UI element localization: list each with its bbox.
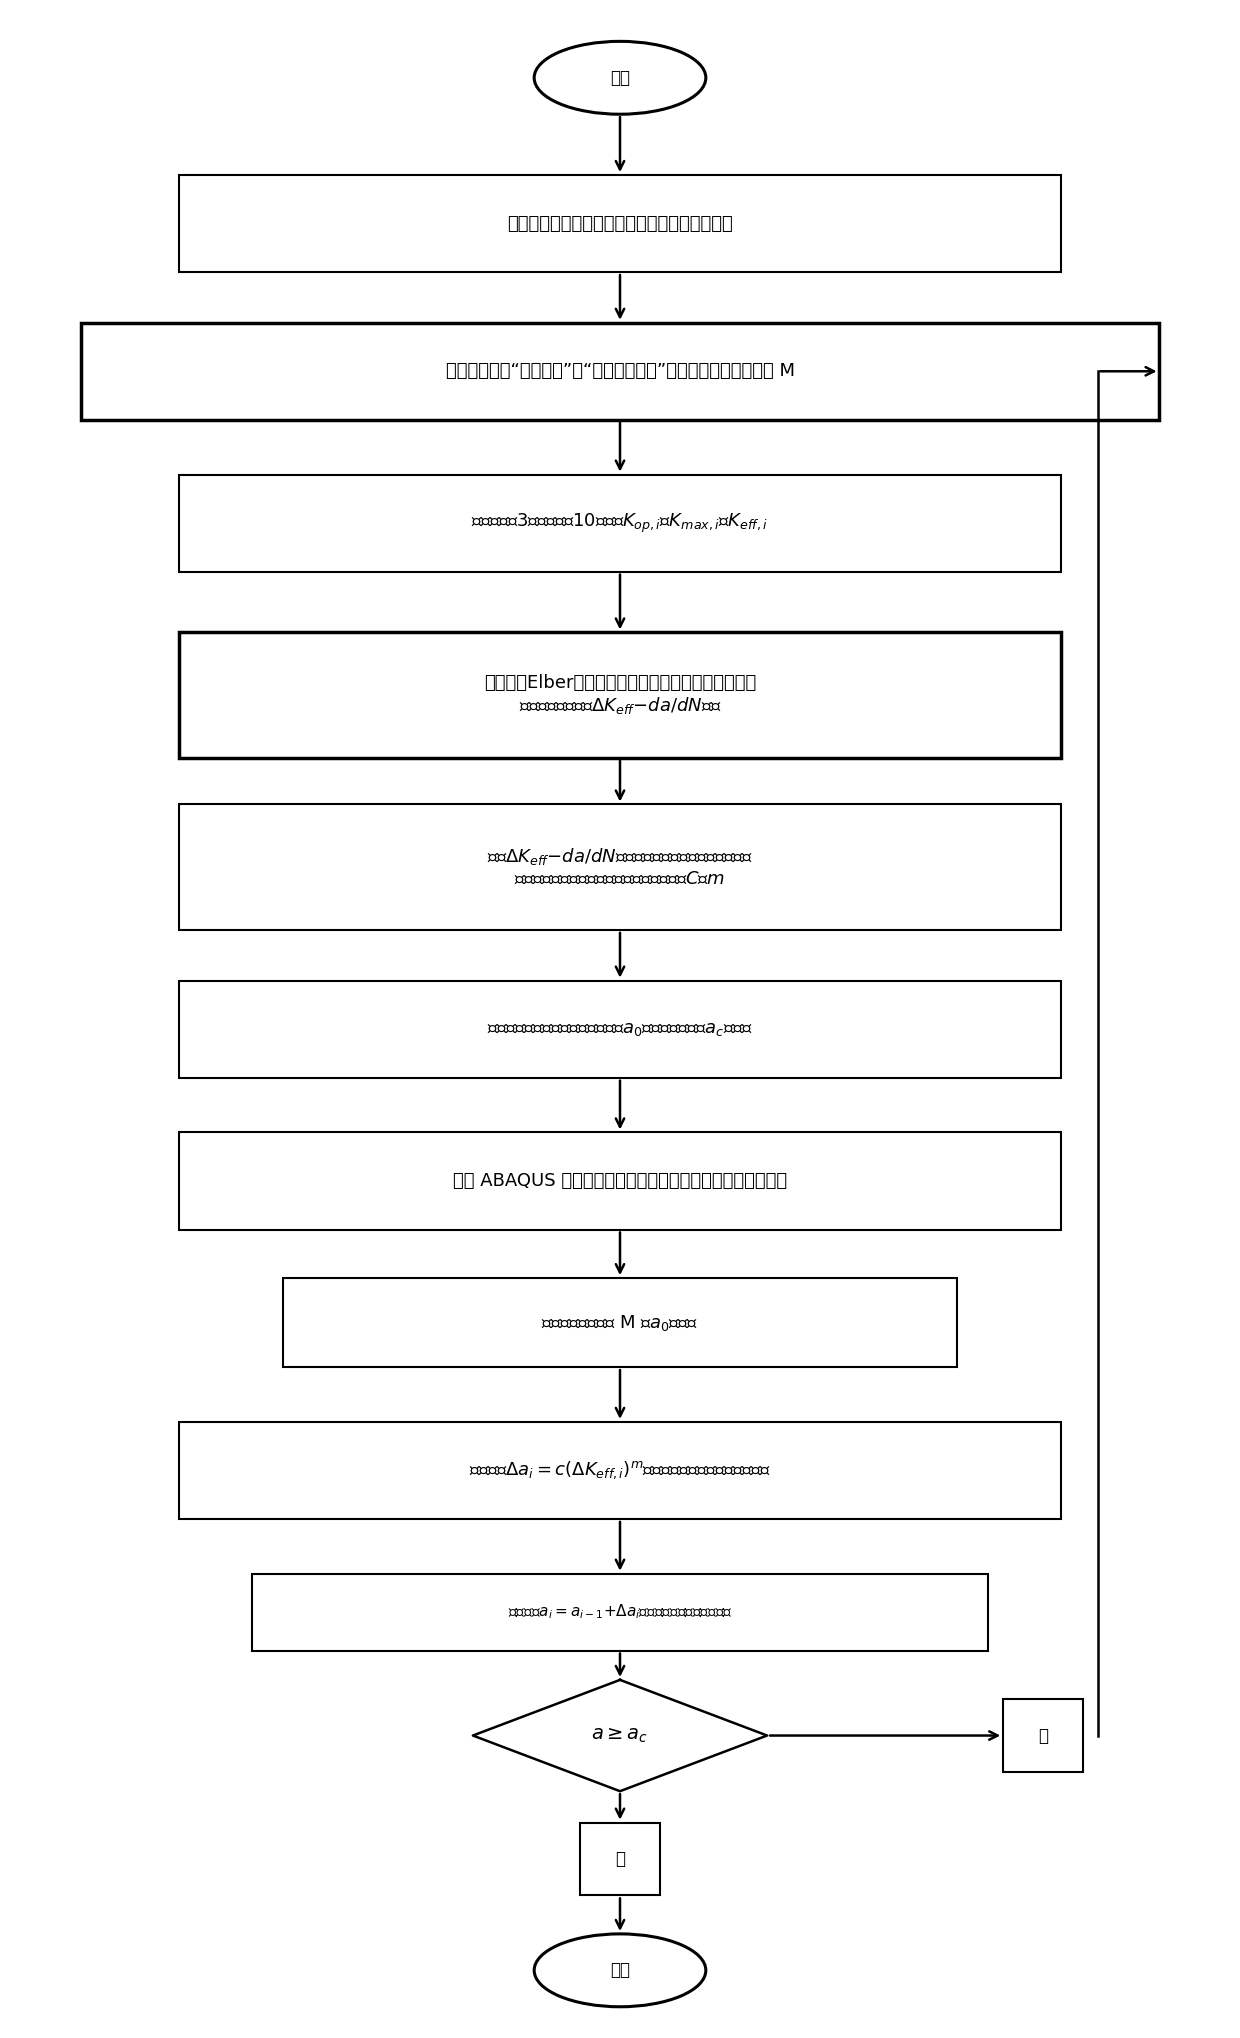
FancyBboxPatch shape [179,1133,1061,1229]
Text: 否: 否 [1038,1726,1048,1745]
FancyBboxPatch shape [179,175,1061,273]
Text: 利用 ABAQUS 软件模拟疲劳试样在不同加载水平下的薄弱区域: 利用 ABAQUS 软件模拟疲劳试样在不同加载水平下的薄弱区域 [453,1172,787,1190]
Text: 基于$\Delta K_{eff}$$-$$da/dN$基线，通过双对数坐标下的线性拟
合，得到计算裂纹扩展速率所需的材料常数$C$、$m$: 基于$\Delta K_{eff}$$-$$da/dN$基线，通过双对数坐标下的… [487,846,753,889]
Text: 搅拌摩擦焊接头各区初始裂纹尺寸$a_0$和临界裂纹尺寸$a_c$的确定: 搅拌摩擦焊接头各区初始裂纹尺寸$a_0$和临界裂纹尺寸$a_c$的确定 [487,1021,753,1037]
FancyBboxPatch shape [179,805,1061,929]
Text: 对试件进行小裂纹扩展复型试验，记录试验数据: 对试件进行小裂纹扩展复型试验，记录试验数据 [507,214,733,232]
Text: 结束: 结束 [610,1961,630,1979]
FancyBboxPatch shape [81,322,1159,420]
Text: 开始: 开始 [610,69,630,88]
FancyBboxPatch shape [179,475,1061,573]
Polygon shape [472,1679,768,1791]
FancyBboxPatch shape [179,980,1061,1078]
Text: 利用修正Elber裂纹闭合方法画出搅拌摩擦焊接头各区
在不同应力比下的$\Delta K_{eff}$$-$$da/dN$基线: 利用修正Elber裂纹闭合方法画出搅拌摩擦焊接头各区 在不同应力比下的$\Del… [484,675,756,715]
FancyBboxPatch shape [179,1423,1061,1518]
Text: 是: 是 [615,1851,625,1869]
Text: 根据薄弱区域确定 M 及$a_0$的取值: 根据薄弱区域确定 M 及$a_0$的取值 [542,1312,698,1333]
Ellipse shape [534,1934,706,2007]
FancyBboxPatch shape [1003,1700,1083,1771]
FancyBboxPatch shape [252,1573,988,1651]
Ellipse shape [534,41,706,114]
Text: $a \geq a_c$: $a \geq a_c$ [591,1726,649,1745]
Text: 通过公式$a_i$$=$$a_{i-1}$+$\Delta a_i$计算当前循环下的裂纹长度: 通过公式$a_i$$=$$a_{i-1}$+$\Delta a_i$计算当前循环… [507,1602,733,1622]
FancyBboxPatch shape [580,1822,660,1895]
FancyBboxPatch shape [179,632,1061,758]
Text: 利用公式（3）及公式（10）计算$K_{op,i}$、$K_{max,i}$、$K_{eff,i}$: 利用公式（3）及公式（10）计算$K_{op,i}$、$K_{max,i}$、$… [471,512,769,534]
Text: 通过公式$\Delta a_i$$=$$c(\Delta K_{eff,i})^m$计算每个循环下的裂纹扩展增量: 通过公式$\Delta a_i$$=$$c(\Delta K_{eff,i})^… [469,1459,771,1482]
FancyBboxPatch shape [283,1278,957,1367]
Text: 根据接头各区“晶粒尺寸”、“显微硬度分布”计算接头各区修正因子 M: 根据接头各区“晶粒尺寸”、“显微硬度分布”计算接头各区修正因子 M [445,363,795,381]
